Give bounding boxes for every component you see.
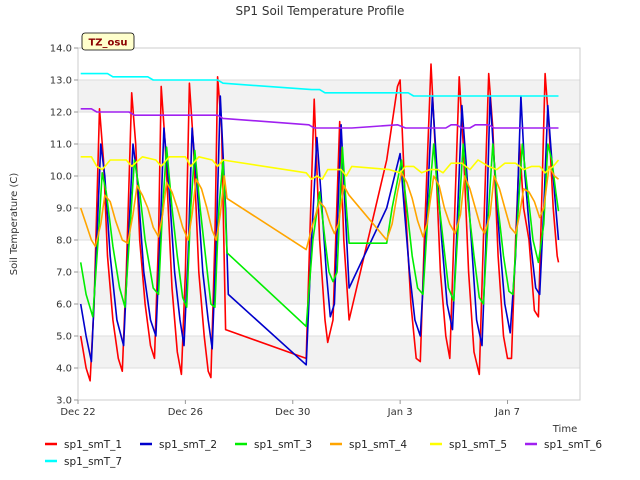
y-tick-label: 8.0 xyxy=(56,236,72,247)
legend-label-sp1_smT_1: sp1_smT_1 xyxy=(64,439,122,451)
y-tick-label: 9.0 xyxy=(56,204,72,215)
x-tick-label: Dec 30 xyxy=(275,407,310,418)
y-tick-label: 5.0 xyxy=(56,332,72,343)
x-axis-ticks: Dec 22 Dec 26 Dec 30 Jan 3 Jan 7 xyxy=(60,400,520,418)
x-axis-label: Time xyxy=(552,424,577,435)
x-tick-label: Dec 22 xyxy=(60,407,95,418)
plot-band xyxy=(78,208,580,240)
chart-title: SP1 Soil Temperature Profile xyxy=(236,4,405,18)
legend-label-sp1_smT_7: sp1_smT_7 xyxy=(64,456,122,468)
legend-label-sp1_smT_5: sp1_smT_5 xyxy=(449,439,507,451)
y-axis-label: Soil Temperature (C) xyxy=(9,173,20,276)
series-line-sp1_smT_7 xyxy=(80,72,559,97)
y-tick-label: 3.0 xyxy=(56,396,72,407)
y-tick-label: 13.0 xyxy=(50,76,72,87)
x-tick-label: Dec 26 xyxy=(168,407,203,418)
series-line-sp1_smT_1 xyxy=(79,63,560,382)
y-tick-label: 6.0 xyxy=(56,300,72,311)
x-tick-label: Jan 7 xyxy=(494,407,520,418)
tz-badge: TZ_osu xyxy=(81,32,135,51)
series-line-sp1_smT_2 xyxy=(79,95,560,366)
tz-badge-label: TZ_osu xyxy=(88,38,127,49)
series-lines xyxy=(79,63,560,382)
plot-bands xyxy=(78,80,580,368)
series-line-sp1_smT_5 xyxy=(80,156,560,180)
plot-frame xyxy=(77,47,581,401)
x-tick-label: Jan 3 xyxy=(387,407,413,418)
legend-label-sp1_smT_4: sp1_smT_4 xyxy=(349,439,407,451)
series-line-sp1_smT_4 xyxy=(79,165,559,251)
y-tick-label: 7.0 xyxy=(56,268,72,279)
plot-band xyxy=(78,336,580,368)
y-tick-label: 11.0 xyxy=(50,140,72,151)
y-tick-label: 14.0 xyxy=(50,44,72,55)
y-tick-label: 12.0 xyxy=(50,108,72,119)
legend-label-sp1_smT_3: sp1_smT_3 xyxy=(254,439,312,451)
legend-label-sp1_smT_2: sp1_smT_2 xyxy=(159,439,217,451)
series-line-sp1_smT_3 xyxy=(79,143,560,328)
y-tick-label: 10.0 xyxy=(50,172,72,183)
legend-label-sp1_smT_6: sp1_smT_6 xyxy=(544,439,602,451)
tz-badge-box xyxy=(81,32,135,51)
legend: sp1_smT_1 sp1_smT_2 sp1_smT_3 sp1_smT_4 sp1_… xyxy=(45,439,602,468)
y-axis-ticks: 3.0 4.0 5.0 6.0 7.0 8.0 9.0 10.0 11.0 12.0 13.0 14.… xyxy=(50,44,78,407)
y-tick-label: 4.0 xyxy=(56,364,72,375)
series-line-sp1_smT_6 xyxy=(80,108,559,129)
